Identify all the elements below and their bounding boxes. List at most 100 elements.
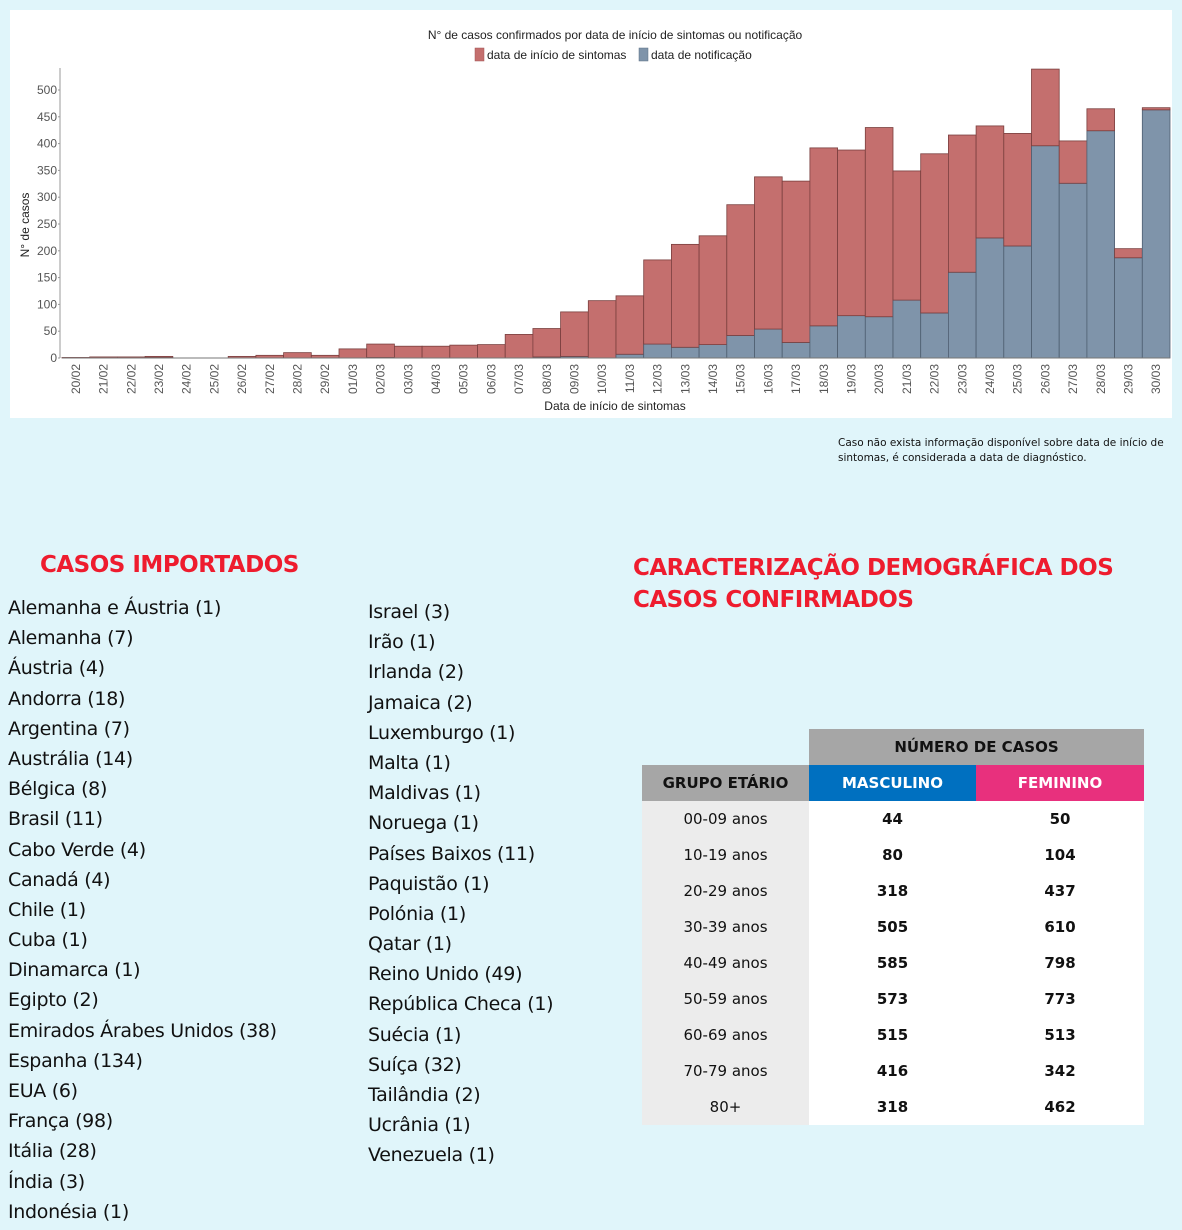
table-row: 30-39 anos 505 610 (642, 909, 1144, 945)
legend-swatch-symptoms (474, 47, 485, 62)
y-tick-label: 400 (37, 137, 57, 151)
imported-country-item: Israel (3) (368, 601, 450, 623)
x-tick-label: 03/03 (401, 364, 415, 394)
imported-country-item: Malta (1) (368, 751, 451, 774)
bar-symptoms (643, 259, 672, 345)
bar-symptoms (504, 334, 534, 359)
age-group-cell: 80+ (642, 1089, 809, 1125)
chart-footnote: Caso não exista informação disponível so… (838, 437, 1164, 464)
bar-symptoms (1141, 107, 1171, 111)
bar-notification (864, 316, 894, 359)
age-group-cell: 60-69 anos (642, 1017, 809, 1053)
imported-country-item: Áustria (4) (8, 657, 105, 680)
table-row: 80+ 318 462 (642, 1089, 1144, 1125)
bar-notification (1031, 145, 1060, 359)
bar-symptoms (393, 345, 423, 359)
age-group-cell: 30-39 anos (642, 909, 809, 945)
imported-country-item: Bélgica (8) (8, 778, 108, 801)
bar-notification (1086, 130, 1116, 359)
bar-symptoms (449, 344, 478, 359)
bar-symptoms (532, 328, 562, 358)
x-tick-label: 30/03 (1149, 364, 1163, 394)
imported-country-item: Andorra (18) (8, 687, 126, 710)
x-tick-label: 27/02 (263, 364, 277, 394)
imported-countries-column-1: Alemanha e Áustria (1) Alemanha (7) Áustri… (8, 593, 277, 1227)
y-tick-label: 200 (37, 244, 57, 258)
y-tick-label: 350 (37, 163, 57, 177)
x-tick-label: 13/03 (678, 364, 692, 394)
x-tick-label: 11/03 (623, 364, 637, 393)
x-tick-label: 29/03 (1121, 364, 1135, 394)
imported-country-item: Países Baixos (11) (368, 842, 535, 865)
x-tick-label: 05/03 (457, 364, 471, 394)
y-axis-ticks: 0 50 100 150 200 250 300 350 400 450 500 (37, 83, 60, 365)
imported-country-item: Alemanha e Áustria (1) (8, 597, 222, 619)
bar-symptoms (560, 311, 589, 357)
imported-country-item: Paquistão (1) (368, 872, 490, 895)
age-group-cell: 10-19 anos (642, 837, 809, 873)
demographics-table: NÚMERO DE CASOS GRUPO ETÁRIO MASCULINO F… (642, 729, 1144, 1125)
imported-country-item: Irão (1) (368, 631, 436, 654)
x-tick-label: 28/02 (290, 364, 304, 394)
imported-country-item: Egipto (2) (8, 989, 99, 1012)
female-count-cell: 513 (976, 1017, 1144, 1053)
age-group-cell: 50-59 anos (642, 981, 809, 1017)
female-count-cell: 342 (976, 1053, 1144, 1089)
imported-country-item: Noruega (1) (368, 812, 479, 835)
header-blank (642, 729, 809, 765)
bar-symptoms (864, 127, 894, 318)
bar-symptoms (615, 295, 645, 355)
table-header-row-top: NÚMERO DE CASOS (642, 729, 1144, 765)
bar-symptoms (726, 204, 755, 336)
x-tick-label: 01/03 (346, 364, 360, 394)
bar-notification (1114, 257, 1143, 359)
bar-notification (1141, 109, 1171, 359)
female-count-cell: 50 (976, 801, 1144, 837)
table-row: 10-19 anos 80 104 (642, 837, 1144, 873)
female-count-cell: 462 (976, 1089, 1144, 1125)
bar-symptoms (754, 176, 783, 330)
bar-symptoms (781, 180, 811, 343)
imported-country-item: Emirados Árabes Unidos (38) (8, 1019, 277, 1042)
bar-notification (809, 325, 839, 359)
bar-notification (643, 343, 672, 359)
x-tick-label: 18/03 (817, 364, 831, 394)
age-group-cell: 70-79 anos (642, 1053, 809, 1089)
x-tick-label: 21/03 (900, 364, 914, 394)
x-tick-label: 22/03 (928, 364, 942, 394)
x-tick-label: 25/02 (207, 364, 221, 394)
x-tick-label: 12/03 (651, 364, 665, 394)
x-tick-label: 19/03 (844, 364, 858, 394)
table-row: 40-49 anos 585 798 (642, 945, 1144, 981)
male-count-cell: 416 (809, 1053, 976, 1089)
x-tick-label: 06/03 (484, 364, 498, 394)
bar-notification (781, 342, 811, 359)
x-tick-label: 09/03 (567, 364, 581, 394)
x-tick-label: 14/03 (706, 364, 720, 394)
male-count-cell: 585 (809, 945, 976, 981)
imported-country-item: Venezuela (1) (368, 1144, 495, 1167)
x-tick-label: 20/03 (872, 364, 886, 394)
y-tick-label: 300 (37, 190, 57, 204)
bar-symptoms (144, 355, 174, 358)
x-tick-label: 04/03 (429, 364, 443, 394)
bar-notification (920, 312, 949, 359)
age-group-cell: 40-49 anos (642, 945, 809, 981)
bar-symptoms (837, 149, 866, 317)
x-tick-label: 29/02 (318, 364, 332, 394)
x-tick-label: 23/03 (955, 364, 969, 394)
bar-symptoms (283, 352, 312, 359)
imported-country-item: Argentina (7) (8, 717, 130, 740)
imported-country-item: Luxemburgo (1) (368, 721, 516, 744)
imported-country-item: França (98) (8, 1110, 113, 1133)
bar-symptoms (366, 343, 395, 358)
male-count-cell: 505 (809, 909, 976, 945)
header-age-group: GRUPO ETÁRIO (642, 765, 809, 801)
x-tick-label: 10/03 (595, 364, 609, 394)
bar-symptoms (1031, 68, 1060, 147)
male-count-cell: 515 (809, 1017, 976, 1053)
bar-notification (892, 299, 922, 359)
imported-country-item: EUA (6) (8, 1080, 78, 1102)
bar-notification (1003, 245, 1032, 359)
imported-country-item: Irlanda (2) (368, 661, 464, 684)
